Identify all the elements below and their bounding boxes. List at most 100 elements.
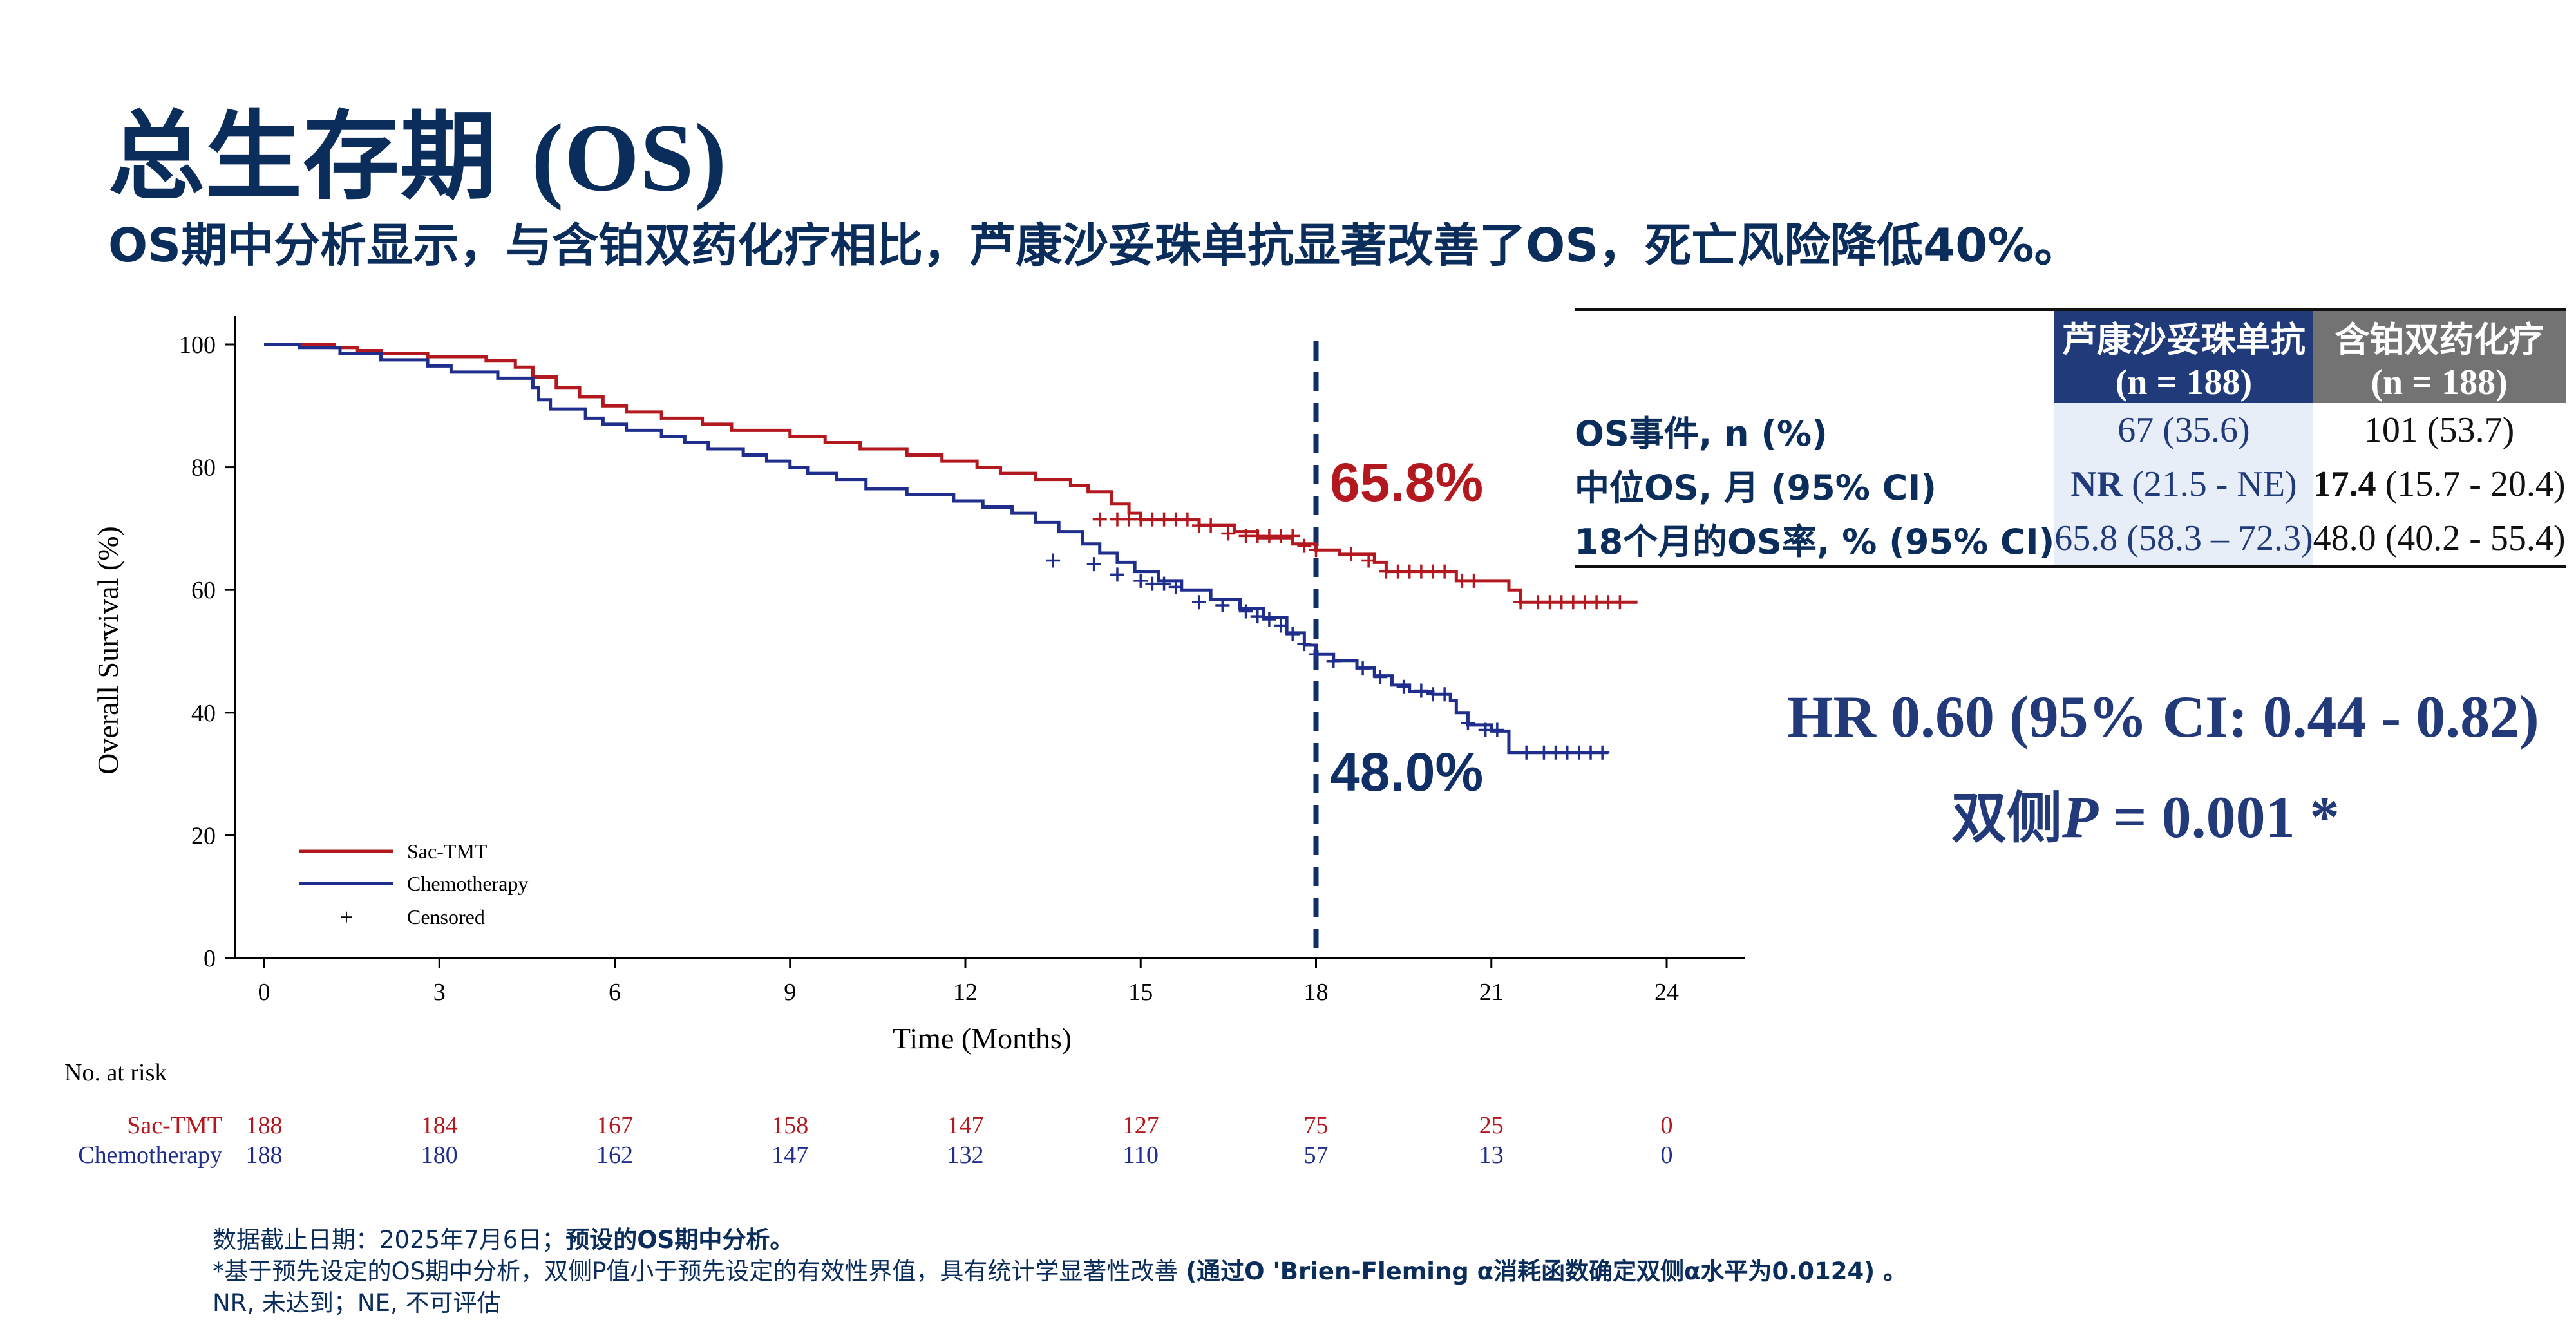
table-row: OS事件, n (%) 67 (35.6) 101 (53.7) [1575, 403, 2566, 457]
risk-count: 167 [596, 1112, 633, 1139]
page-title: 总生存期 (OS) [108, 79, 727, 218]
censored-mark-chemotherapy [1285, 627, 1300, 641]
censored-mark-sac-tmt [1204, 518, 1218, 533]
risk-count: 132 [947, 1142, 984, 1169]
y-tick-label: 100 [179, 332, 216, 359]
cell-sac-tmt-median-os: NR (21.5 - NE) [2054, 457, 2313, 511]
censored-mark-chemotherapy [1110, 567, 1124, 582]
risk-count: 184 [421, 1112, 458, 1139]
risk-count: 162 [596, 1142, 633, 1169]
censored-mark-chemotherapy [1238, 604, 1253, 619]
x-axis-label: Time (Months) [893, 1022, 1072, 1055]
header-chemo-n: (n = 188) [2371, 363, 2508, 402]
row-label-median-os: 中位OS, 月 (95% CI) [1575, 467, 1937, 508]
censored-mark-chemotherapy [1414, 683, 1428, 698]
legend-label-sac-tmt: Sac-TMT [407, 840, 488, 863]
censored-mark-chemotherapy [1046, 553, 1061, 568]
x-tick-label: 12 [953, 979, 978, 1006]
x-tick-label: 3 [433, 979, 446, 1006]
legend-label-censored: Censored [407, 905, 485, 929]
footnote-abbreviations: NR, 未达到；NE, 不可评估 [213, 1289, 501, 1317]
risk-count: 110 [1122, 1142, 1159, 1169]
km-curve-chemotherapy [264, 343, 1609, 755]
row-label-18m-os-rate: 18个月的OS率, % (95% CI) [1575, 511, 2055, 568]
cell-chemo-os-events: 101 (53.7) [2313, 403, 2566, 457]
censored-mark-chemotherapy [1396, 679, 1411, 694]
censored-mark-chemotherapy [1133, 573, 1148, 588]
annotation-sac-tmt-18m: 65.8% [1330, 452, 1483, 513]
censored-mark-sac-tmt [1285, 529, 1300, 543]
risk-count: 188 [246, 1142, 283, 1169]
page-subtitle: OS期中分析显示，与含铂双药化疗相比，芦康沙妥珠单抗显著改善了OS，死亡风险降低… [108, 218, 2081, 272]
p-value-prefix: 双侧 [1951, 786, 2062, 851]
risk-count: 147 [947, 1112, 984, 1139]
cell-sac-tmt-median-os-value: (21.5 - NE) [2123, 464, 2297, 504]
row-label-os-events: OS事件, n (%) [1575, 413, 1828, 454]
header-chemo-name: 含铂双药化疗 [2334, 319, 2544, 360]
censored-mark-chemotherapy [1168, 580, 1183, 594]
y-axis-label: Overall Survival (%) [91, 526, 124, 775]
risk-count: 0 [1661, 1142, 1673, 1169]
censored-mark-chemotherapy [1437, 687, 1452, 702]
risk-count: 188 [246, 1112, 283, 1139]
cell-chemo-18m-os-rate-value: 48.0 (40.2 - 55.4) [2313, 518, 2566, 558]
footnote-significance: *基于预先设定的OS期中分析，双侧P值小于预先设定的有效性界值，具有统计学显著性… [213, 1252, 1907, 1287]
y-tick-label: 80 [191, 455, 216, 482]
km-curve-sac-tmt [264, 343, 1638, 604]
censored-mark-chemotherapy [1192, 595, 1206, 610]
p-value-rest: = 0.001 * [2098, 784, 2340, 850]
censored-mark-sac-tmt [1613, 595, 1627, 610]
censored-mark-chemotherapy [1262, 612, 1276, 627]
table-top-rule [1575, 308, 2566, 312]
footnote-cutoff: 数据截止日期：2025年7月6日；预设的OS期中分析。 [213, 1220, 793, 1255]
table-header-row: 芦康沙妥珠单抗 (n = 188) 含铂双药化疗 (n = 188) [1575, 311, 2566, 403]
y-tick-label: 20 [191, 822, 216, 849]
censored-mark-chemotherapy [1250, 609, 1265, 624]
censored-mark-sac-tmt [1092, 512, 1107, 527]
footnote-cutoff-date: 数据截止日期：2025年7月6日； [213, 1226, 566, 1254]
censored-mark-chemotherapy [1215, 598, 1230, 613]
table-header-empty [1575, 311, 2054, 403]
censored-mark-chemotherapy [1309, 647, 1323, 662]
annotation-chemo-18m: 48.0% [1330, 742, 1483, 802]
censored-mark-chemotherapy [1461, 716, 1475, 730]
risk-count: 180 [421, 1142, 458, 1169]
title-os: (OS) [531, 104, 728, 211]
y-tick-label: 0 [204, 945, 216, 972]
header-sac-tmt: 芦康沙妥珠单抗 (n = 188) [2054, 311, 2313, 403]
footnote-alpha-spending: (通过O 'Brien-Fleming α消耗函数确定双侧α水平为0.0124)… [1186, 1258, 1908, 1285]
cell-chemo-median-os-value: (15.7 - 20.4) [2376, 464, 2566, 504]
cell-sac-tmt-os-events: 67 (35.6) [2054, 403, 2313, 457]
censored-mark-sac-tmt [1297, 538, 1312, 553]
censored-mark-chemotherapy [1326, 654, 1341, 668]
header-sac-tmt-name: 芦康沙妥珠单抗 [2061, 319, 2306, 360]
cell-sac-tmt-18m-os-rate-value: 65.8 (58.3 – 72.3) [2054, 518, 2313, 558]
cell-chemo-median-os-bold: 17.4 [2313, 464, 2376, 504]
censored-mark-chemotherapy [1356, 661, 1370, 676]
cell-chemo-os-events-value: 101 (53.7) [2363, 410, 2515, 450]
x-tick-label: 18 [1304, 979, 1329, 1006]
header-sac-tmt-n: (n = 188) [2115, 363, 2253, 402]
censored-mark-sac-tmt [1309, 543, 1323, 558]
risk-count: 75 [1304, 1112, 1329, 1139]
cell-chemo-median-os: 17.4 (15.7 - 20.4) [2313, 457, 2566, 511]
censored-mark-sac-tmt [1361, 553, 1376, 568]
risk-count: 127 [1122, 1112, 1159, 1139]
p-value-text: 双侧P = 0.001 * [1951, 773, 2340, 853]
x-tick-label: 15 [1128, 979, 1153, 1006]
risk-count: 0 [1661, 1112, 1673, 1139]
footnote-significance-text: *基于预先设定的OS期中分析，双侧P值小于预先设定的有效性界值，具有统计学显著性… [213, 1258, 1186, 1285]
x-tick-label: 21 [1479, 979, 1504, 1006]
x-tick-label: 24 [1654, 979, 1679, 1006]
hazard-ratio-text: HR 0.60 (95% CI: 0.44 - 0.82) [1787, 684, 2539, 750]
censored-mark-sac-tmt [1343, 547, 1358, 561]
censored-mark-chemotherapy [1519, 745, 1534, 760]
table-row: 中位OS, 月 (95% CI) NR (21.5 - NE) 17.4 (15… [1575, 457, 2566, 511]
risk-count: 13 [1479, 1142, 1504, 1169]
censored-mark-chemotherapy [1086, 557, 1101, 572]
censored-mark-chemotherapy [1373, 670, 1388, 684]
censored-mark-chemotherapy [1274, 618, 1289, 633]
censored-mark-chemotherapy [1490, 722, 1504, 737]
censored-mark-chemotherapy [1297, 637, 1312, 652]
